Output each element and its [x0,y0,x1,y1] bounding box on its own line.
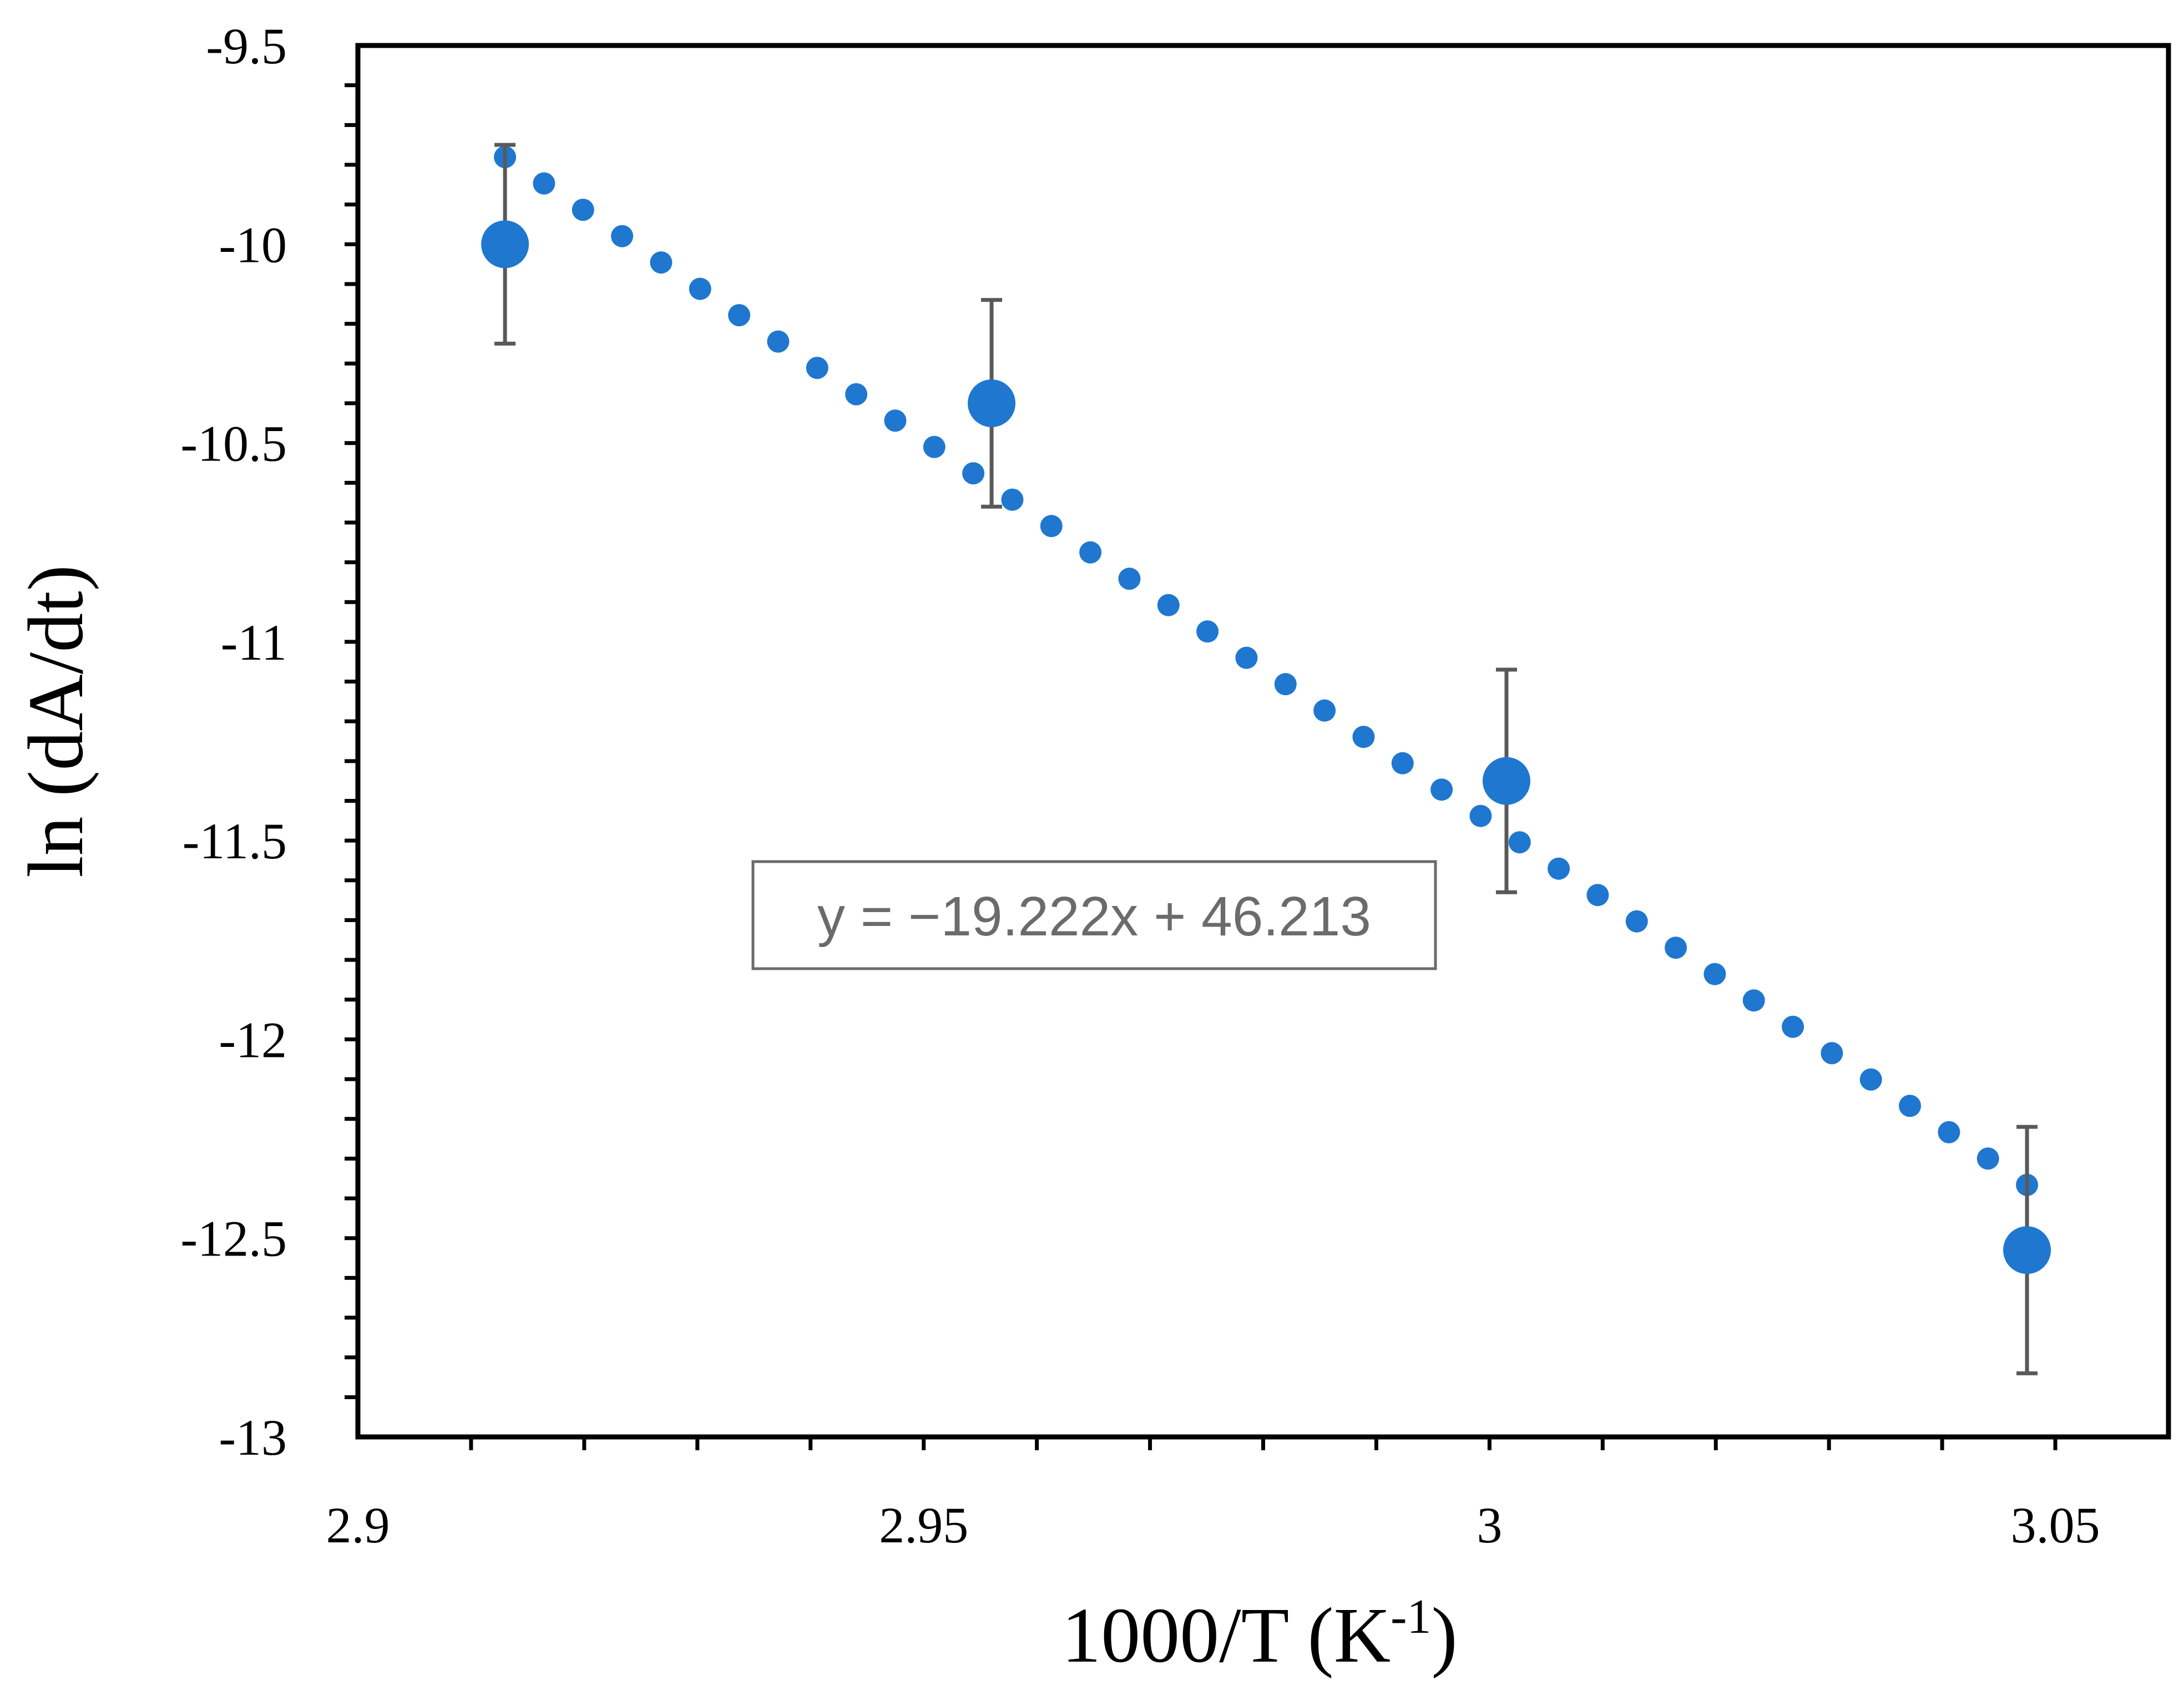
trend-dot [923,436,946,458]
trendline-equation: y = −19.222x + 46.213 [817,885,1371,948]
x-axis-title-superscript: -1 [1391,1590,1431,1644]
y-axis-title: ln (dA/dt) [12,565,99,878]
trend-dot [611,225,634,247]
x-tick-label-2.95: 2.95 [879,1497,968,1553]
x-axis-title-main: 1000/T (K [1061,1591,1391,1679]
x-tick-label-2.9: 2.9 [326,1497,390,1553]
trend-dot [1508,831,1531,854]
trend-dot [1313,699,1336,722]
trend-dot [806,357,828,379]
trend-dot [1821,1042,1843,1065]
trend-dot [1548,857,1570,880]
trend-dot [1274,673,1297,696]
trend-dot [1703,963,1726,985]
trend-dot [650,251,673,274]
plot-area-frame [355,43,2171,1440]
tick-labels: 2.9 2.95 3 3.05 -9.5 -10 -10.5 -11 -11.5 -12 -12.5… [180,18,2100,1553]
y-tick-label--10: -10 [219,216,287,273]
trend-dot [962,462,985,485]
x-tick-label-3.05: 3.05 [2011,1497,2100,1553]
trend-dot [845,383,868,406]
equation-box: y = −19.222x + 46.213 [751,860,1437,970]
trend-dot [1859,1068,1882,1091]
trend-dot [1157,594,1180,616]
trend-dot [1586,884,1609,907]
trend-dot [1938,1121,1960,1143]
trend-dot [728,304,751,327]
y-tick-label--13: -13 [219,1409,287,1466]
y-tick-label--11.5: -11.5 [183,813,287,869]
trend-dot [1742,989,1765,1012]
trend-dot [1625,910,1648,933]
trend-dot [1235,646,1258,669]
trend-dot [884,409,907,432]
trend-dot [572,199,594,221]
trend-dot [767,330,790,353]
x-tick-label-3: 3 [1477,1497,1502,1553]
data-point-3 [2003,1226,2051,1274]
y-tick-label--11: -11 [221,614,287,671]
trend-dot [1196,620,1219,643]
trend-dot [1469,804,1492,827]
trend-dot [1782,1015,1804,1038]
trend-dot [1430,778,1453,801]
data-point-0 [481,220,529,269]
y-tick-label--12: -12 [219,1011,287,1068]
trendline [494,146,2039,1196]
y-tick-label--9.5: -9.5 [206,18,287,74]
x-axis-title: 1000/T (K-1) [1061,1590,1458,1679]
data-point-2 [1482,757,1530,805]
trend-dot [533,172,555,195]
error-bars [494,143,2038,1375]
trend-dot [1040,515,1063,538]
x-axis-title-close: ) [1431,1591,1457,1679]
trend-dot [1352,726,1375,748]
trend-dot [1899,1095,1922,1117]
axis-ticks [345,83,2057,1450]
data-point-1 [968,379,1016,427]
trend-dot [1001,488,1024,511]
trend-dot [1079,541,1102,564]
trend-dot [1665,936,1687,959]
trend-dot [1976,1147,1999,1170]
trend-dot [1391,752,1414,774]
trend-dot [689,277,711,300]
y-tick-label--10.5: -10.5 [180,416,287,472]
data-points [481,220,2051,1274]
trend-dot [1118,568,1141,590]
y-tick-label--12.5: -12.5 [180,1211,287,1267]
